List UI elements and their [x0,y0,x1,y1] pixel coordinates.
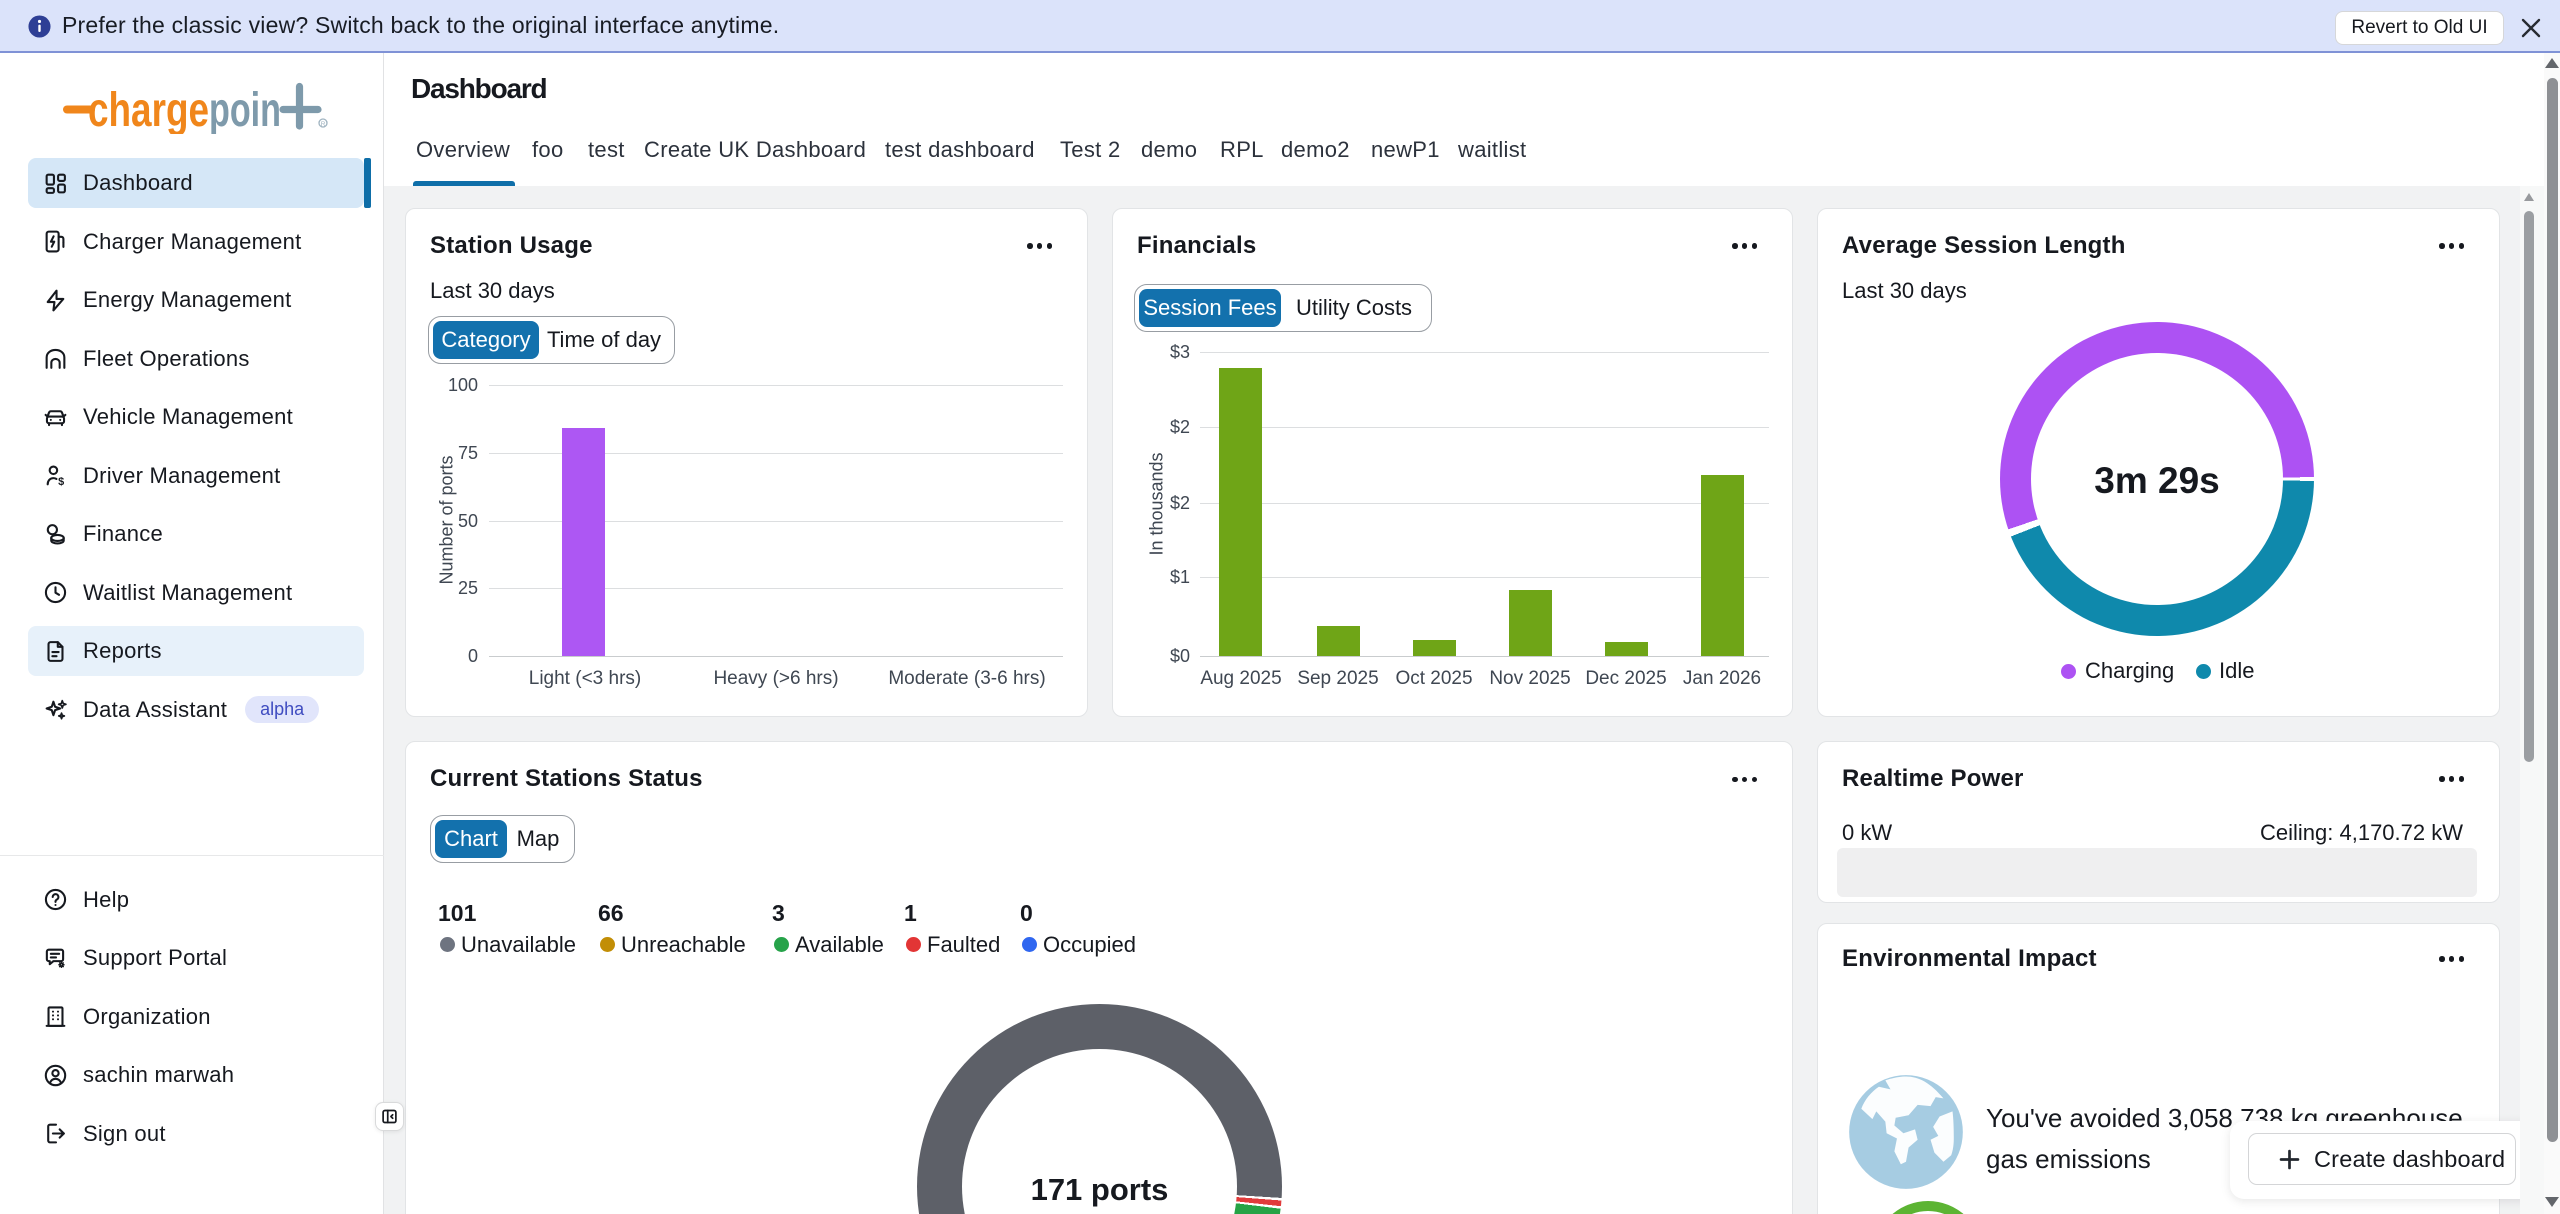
svg-text:$: $ [58,476,64,488]
svg-text:R: R [321,121,326,128]
svg-text:charge: charge [88,84,209,134]
svg-text:poin: poin [209,84,281,134]
